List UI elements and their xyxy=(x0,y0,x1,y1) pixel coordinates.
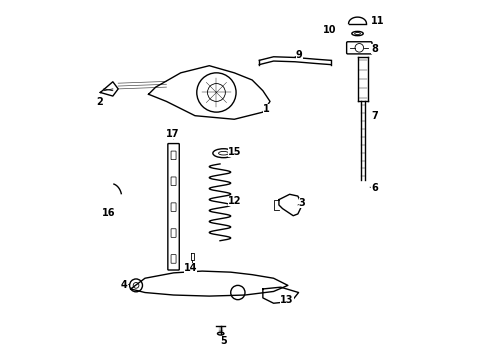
FancyBboxPatch shape xyxy=(171,203,176,211)
Text: 9: 9 xyxy=(296,50,303,60)
Text: 6: 6 xyxy=(371,183,378,193)
Text: 11: 11 xyxy=(371,16,385,26)
Text: 3: 3 xyxy=(299,198,306,208)
Text: 13: 13 xyxy=(280,295,294,305)
Text: 15: 15 xyxy=(228,147,242,157)
Text: 7: 7 xyxy=(371,111,378,121)
FancyBboxPatch shape xyxy=(171,255,176,263)
FancyBboxPatch shape xyxy=(168,144,179,270)
Text: 16: 16 xyxy=(102,208,115,218)
FancyBboxPatch shape xyxy=(171,229,176,237)
Text: 12: 12 xyxy=(228,197,242,206)
FancyBboxPatch shape xyxy=(171,151,176,159)
Text: 17: 17 xyxy=(166,129,180,139)
Text: 8: 8 xyxy=(371,44,378,54)
Text: 10: 10 xyxy=(323,25,337,35)
Text: 4: 4 xyxy=(121,280,127,291)
Text: 2: 2 xyxy=(96,97,103,107)
Text: 5: 5 xyxy=(220,337,227,346)
FancyBboxPatch shape xyxy=(346,42,372,54)
FancyBboxPatch shape xyxy=(171,177,176,185)
Text: 14: 14 xyxy=(184,262,197,273)
Text: 1: 1 xyxy=(263,104,270,113)
